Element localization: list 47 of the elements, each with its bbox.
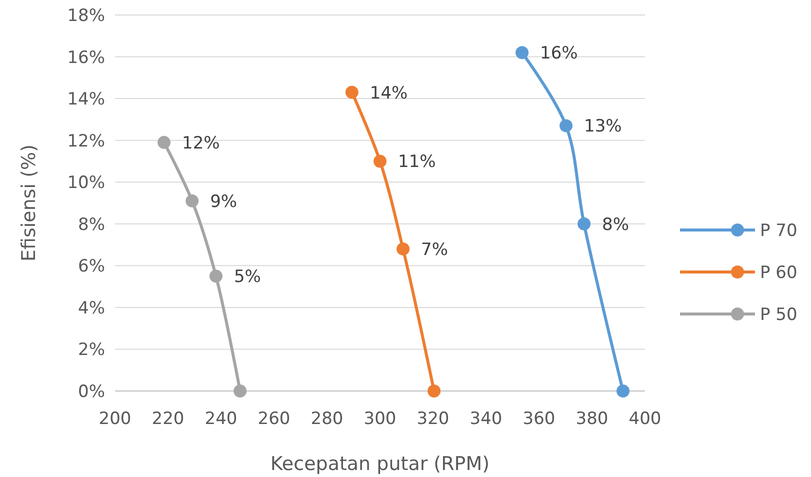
y-tick-label: 14% — [67, 90, 105, 110]
point — [428, 384, 441, 398]
y-tick-label: 6% — [78, 256, 105, 277]
point — [616, 384, 630, 398]
data-label: 9% — [210, 192, 238, 212]
point — [234, 384, 247, 398]
legend-label: P 70 — [760, 221, 798, 241]
data-label: 14% — [370, 83, 408, 104]
x-tick-label: 380 — [576, 409, 608, 429]
point — [578, 217, 591, 230]
point — [396, 242, 410, 256]
point — [345, 86, 358, 99]
point — [209, 270, 222, 283]
x-tick-label: 200 — [98, 409, 132, 429]
y-tick-label: 16% — [67, 48, 105, 68]
y-tick-label: 2% — [78, 340, 105, 360]
x-tick-label: 220 — [152, 409, 184, 429]
y-tick-label: 4% — [78, 298, 105, 318]
x-tick-label: 240 — [204, 409, 238, 429]
x-tick-label: 300 — [364, 409, 396, 429]
data-label: 16% — [540, 44, 578, 64]
data-label: 12% — [182, 133, 220, 154]
x-tick-label: 320 — [416, 409, 450, 429]
x-tick-label: 280 — [310, 409, 344, 429]
data-label: 11% — [398, 152, 436, 172]
point — [516, 46, 529, 60]
x-tick-label: 340 — [470, 409, 502, 429]
y-tick-label: 12% — [67, 131, 105, 152]
data-label: 8% — [602, 214, 630, 235]
point — [560, 119, 573, 132]
x-tick-label: 260 — [258, 409, 290, 429]
y-tick-label: 0% — [78, 382, 105, 402]
legend-label: P 50 — [760, 305, 798, 325]
y-tick-label: 10% — [67, 173, 105, 194]
x-tick-label: 360 — [522, 409, 556, 429]
data-label: 5% — [234, 267, 261, 288]
legend-label: P 60 — [760, 263, 798, 283]
point — [186, 194, 199, 208]
y-axis-title: Efisiensi (%) — [18, 144, 40, 262]
point — [374, 154, 386, 168]
y-tick-label: 8% — [78, 214, 105, 235]
x-tick-label: 400 — [628, 409, 662, 429]
data-label: 13% — [584, 116, 622, 137]
point — [158, 136, 171, 149]
data-label: 7% — [421, 240, 448, 260]
x-axis-title: Kecepatan putar (RPM) — [270, 453, 490, 475]
y-tick-label: 18% — [67, 6, 105, 26]
